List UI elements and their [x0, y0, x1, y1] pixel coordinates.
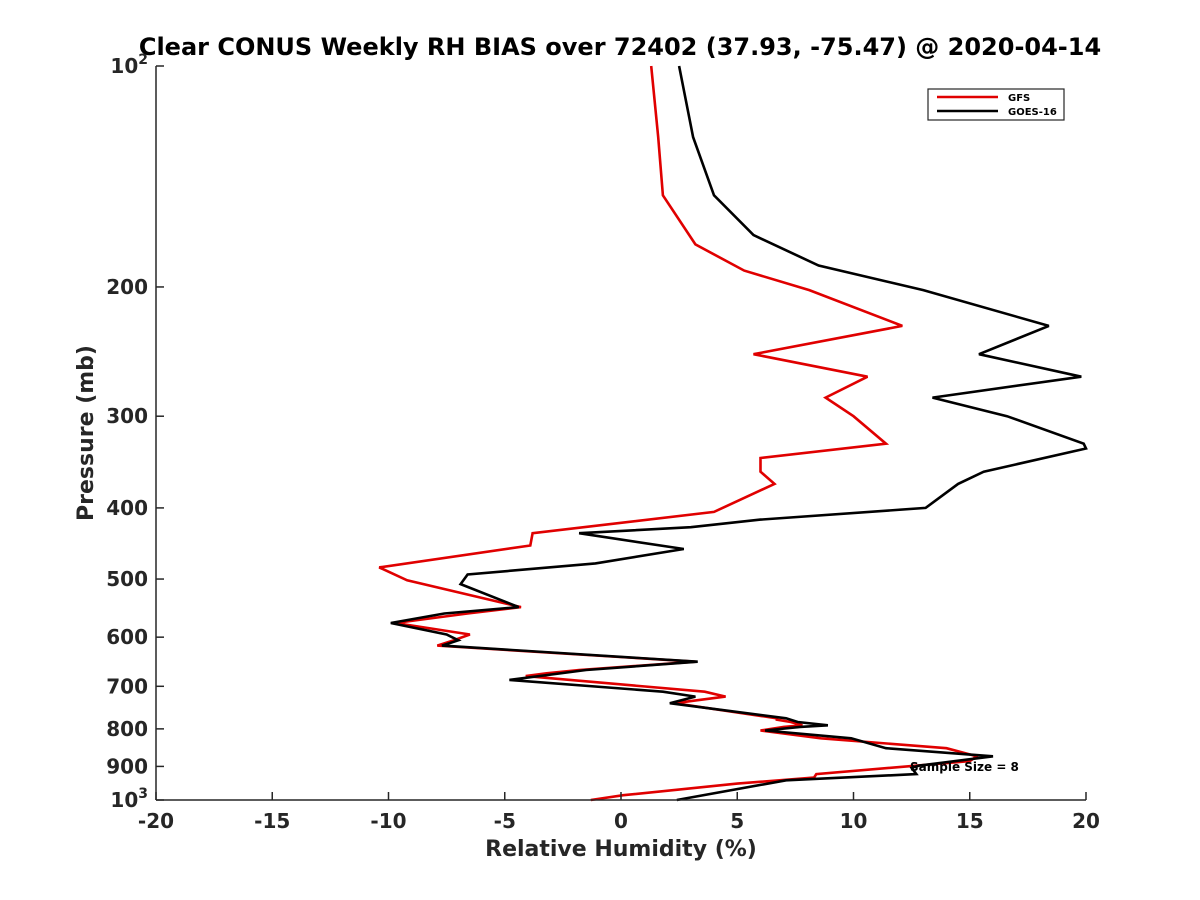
series-layer	[378, 65, 1088, 802]
legend-box	[927, 88, 1065, 121]
x-tick-label: -5	[494, 809, 516, 833]
y-tick-label: 400	[106, 496, 148, 520]
series-line-goes-16	[390, 65, 1088, 802]
y-axis-label: Pressure (mb)	[74, 345, 99, 521]
y-tick-label: 700	[106, 674, 148, 698]
chart-title: Clear CONUS Weekly RH BIAS over 72402 (3…	[139, 33, 1101, 61]
y-tick-label: 200	[106, 275, 148, 299]
series-line-gfs	[378, 65, 980, 802]
x-tick-label: 10	[840, 809, 868, 833]
y-exp-tick-label: 102	[110, 52, 148, 78]
x-tick-label: 5	[730, 809, 744, 833]
x-tick-label: -20	[138, 809, 174, 833]
x-tick-label: 0	[614, 809, 628, 833]
y-tick-label: 800	[106, 717, 148, 741]
y-exp-tick-base: 10	[110, 54, 138, 78]
x-tick-label: -15	[254, 809, 290, 833]
ticks-layer: -20 -15 -10 -5 0 5 10 15 20 200 300 400 500 600 700 800…	[106, 52, 1100, 833]
sample-size-annotation: Sample Size = 8	[910, 760, 1019, 774]
x-tick-label: 15	[956, 809, 984, 833]
x-tick-label: -10	[370, 809, 406, 833]
legend-gfs-label: GFS	[1008, 93, 1030, 104]
x-tick-label: 20	[1072, 809, 1100, 833]
y-tick-label: 500	[106, 567, 148, 591]
axes-frame	[155, 66, 1086, 801]
legend: GFS GOES-16	[927, 88, 1065, 121]
legend-goes16-label: GOES-16	[1008, 107, 1057, 118]
y-exp-tick-base: 10	[110, 788, 138, 812]
plot-background	[156, 66, 1086, 800]
y-exp-tick-label: 103	[110, 786, 148, 812]
y-tick-label: 300	[106, 404, 148, 428]
y-tick-label: 900	[106, 754, 148, 778]
x-axis-label: Relative Humidity (%)	[485, 837, 757, 862]
y-exp-tick-exponent: 3	[138, 786, 148, 802]
y-exp-tick-exponent: 2	[138, 52, 148, 68]
plot-area	[156, 66, 1086, 800]
y-tick-label: 600	[106, 625, 148, 649]
